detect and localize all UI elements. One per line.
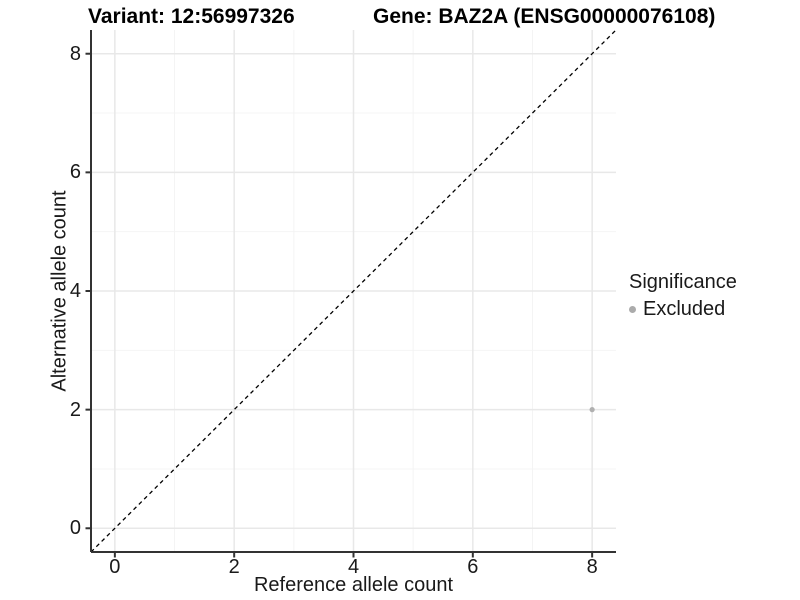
y-tick-label: 8: [69, 42, 81, 65]
legend-item: Excluded: [629, 298, 737, 321]
data-point: [589, 407, 595, 413]
plot-panel: [85, 29, 617, 558]
legend-item-label: Excluded: [643, 298, 726, 320]
legend-items: Excluded: [629, 298, 737, 321]
y-tick-label: 4: [69, 280, 81, 302]
x-tick-label: 6: [467, 556, 479, 578]
gene-title: Gene: BAZ2A (ENSG00000076108): [373, 5, 716, 28]
identity-dashed-line: [90, 29, 617, 553]
x-tick-label: 8: [586, 556, 598, 578]
y-tick-label: 6: [69, 161, 81, 184]
x-tick-label: 2: [228, 556, 240, 578]
legend-key-dot-icon: [629, 306, 636, 313]
x-axis-title: Reference allele count: [253, 574, 453, 596]
legend: Significance Excluded: [629, 271, 737, 321]
y-axis-title: Alternative allele count: [48, 190, 71, 392]
y-tick-label: 2: [69, 398, 81, 421]
legend-title: Significance: [629, 271, 737, 293]
x-tick-label: 0: [109, 556, 121, 578]
variant-title: Variant: 12:56997326: [88, 5, 295, 28]
x-tick-label: 4: [347, 556, 360, 578]
y-tick-label: 0: [69, 517, 81, 540]
